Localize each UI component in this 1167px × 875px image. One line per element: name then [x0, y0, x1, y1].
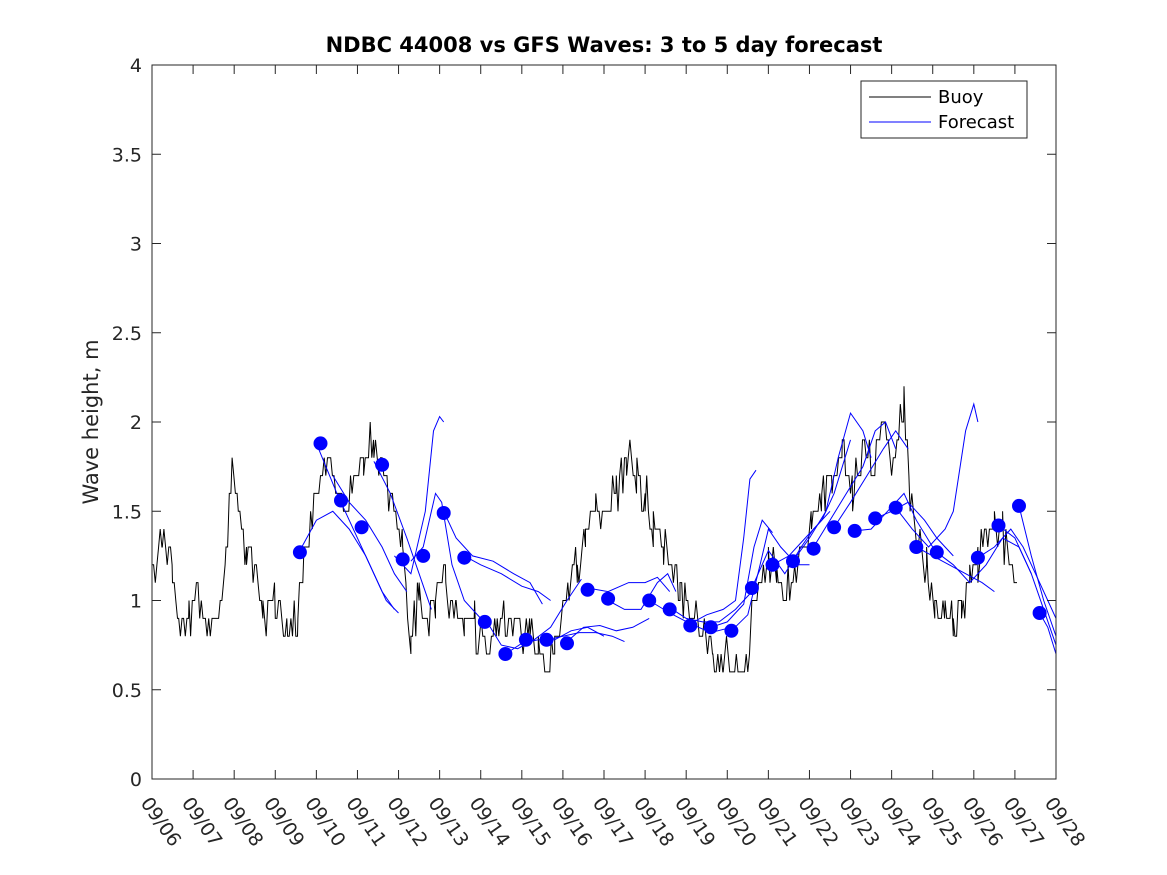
- forecast-line: [710, 519, 773, 628]
- forecast-marker: [827, 520, 842, 535]
- forecast-marker: [724, 623, 739, 638]
- forecast-marker: [334, 493, 348, 508]
- legend-box: [860, 80, 1028, 139]
- forecast-marker: [909, 540, 924, 554]
- forecast-marker: [313, 436, 328, 451]
- forecast-markers: [292, 436, 1047, 661]
- legend-buoy-label: Buoy: [938, 87, 984, 108]
- forecast-marker: [1012, 498, 1026, 513]
- y-axis: 0 0.5 1 1.5 2 2.5 3 3.5 4: [112, 55, 1056, 791]
- forecast-line: [1018, 505, 1057, 637]
- forecast-marker: [662, 602, 677, 617]
- y-axis-label: Wave height, m: [79, 339, 103, 504]
- forecast-marker: [642, 593, 657, 608]
- forecast-marker: [786, 554, 800, 569]
- forecast-marker: [888, 500, 903, 515]
- forecast-marker: [560, 636, 574, 651]
- forecast-marker: [970, 550, 985, 565]
- forecast-marker: [847, 523, 862, 538]
- y-tick-label: 1.5: [112, 501, 142, 523]
- forecast-marker: [744, 581, 759, 595]
- y-tick-label: 0.5: [112, 680, 142, 702]
- y-tick-label: 0: [130, 769, 142, 791]
- forecast-line: [443, 511, 543, 605]
- forecast-line: [566, 617, 650, 642]
- y-tick-label: 2.5: [112, 323, 142, 345]
- forecast-marker: [416, 548, 431, 563]
- forecast-line: [315, 443, 399, 614]
- forecast-marker: [580, 582, 595, 597]
- y-tick-label: 1: [130, 591, 142, 613]
- forecast-marker: [703, 620, 718, 635]
- forecast-line: [875, 501, 954, 557]
- forecast-marker: [806, 541, 821, 556]
- forecast-marker: [929, 545, 944, 560]
- forecast-marker: [518, 632, 533, 647]
- forecast-marker: [991, 518, 1006, 533]
- forecast-marker: [436, 506, 451, 520]
- axes-background: [152, 65, 1056, 779]
- plot-area: [151, 64, 1057, 780]
- forecast-line: [464, 555, 551, 601]
- forecast-marker: [395, 552, 410, 567]
- forecast-marker: [457, 550, 472, 565]
- legend: Buoy Forecast: [860, 80, 1028, 139]
- forecast-line: [833, 430, 909, 528]
- forecast-line: [772, 439, 851, 566]
- y-tick-label: 3: [130, 234, 142, 256]
- forecast-marker: [477, 614, 492, 629]
- forecast-line: [484, 578, 582, 650]
- y-tick-label: 3.5: [112, 144, 142, 166]
- forecast-marker: [1032, 606, 1047, 620]
- forecast-line: [792, 411, 872, 562]
- forecast-marker: [539, 632, 554, 647]
- forecast-line: [410, 492, 482, 619]
- buoy-line: [152, 386, 1017, 673]
- forecast-marker: [868, 511, 883, 526]
- forecast-line: [690, 469, 757, 625]
- forecast-marker: [375, 457, 390, 472]
- forecast-marker: [354, 520, 369, 535]
- y-tick-label: 4: [130, 55, 142, 77]
- forecast-line: [998, 525, 1057, 646]
- forecast-line: [394, 415, 445, 575]
- forecast-marker: [498, 647, 513, 661]
- buoy-series: [152, 386, 1017, 673]
- forecast-marker: [292, 545, 307, 560]
- forecast-line: [813, 421, 897, 548]
- forecast-marker: [765, 557, 780, 572]
- forecast-marker: [683, 618, 698, 633]
- forecast-line: [546, 632, 625, 643]
- forecast-line: [587, 576, 671, 593]
- y-tick-label: 2: [130, 412, 142, 434]
- legend-forecast-label: Forecast: [938, 112, 1014, 133]
- forecast-marker: [601, 591, 616, 606]
- forecast-line: [373, 461, 432, 610]
- forecast-line: [895, 402, 979, 548]
- chart-title: NDBC 44008 vs GFS Waves: 3 to 5 day fore…: [326, 33, 883, 57]
